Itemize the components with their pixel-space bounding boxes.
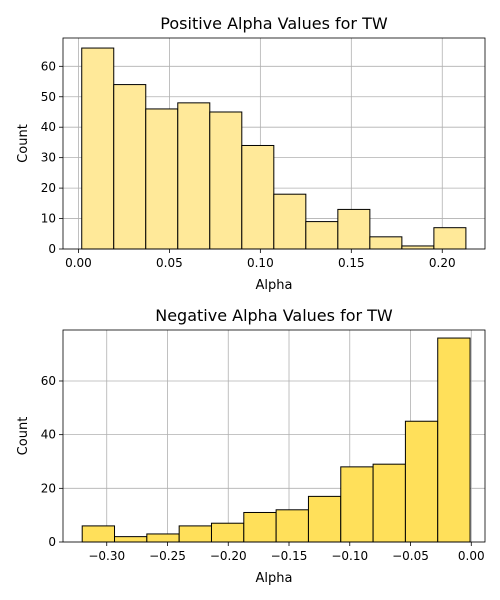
x-tick-label: 0.10: [247, 256, 274, 270]
histogram-bar: [305, 221, 339, 250]
y-tick-label: 40: [41, 120, 56, 134]
x-tick-label: −0.20: [210, 549, 247, 563]
histogram-bar: [209, 111, 243, 250]
x-tick-label: −0.25: [149, 549, 186, 563]
y-tick-label: 10: [41, 212, 56, 226]
histogram-bar: [145, 108, 179, 250]
histogram-bar: [81, 47, 115, 250]
chart-title: Negative Alpha Values for TW: [155, 306, 393, 325]
histogram-bar: [241, 144, 275, 250]
histogram-bar: [273, 193, 307, 250]
histogram-bar: [340, 466, 374, 543]
y-tick-label: 0: [48, 242, 56, 256]
x-tick-label: 0.00: [65, 256, 92, 270]
positive-alpha-chart: 0.00 0.05 0.10 0.15 0.20 0 10 20 30 40 50 60 Positiv…: [16, 14, 486, 293]
plot-frame: [62, 329, 486, 543]
y-tick-label: 20: [41, 481, 56, 495]
x-tick-label: −0.15: [271, 549, 308, 563]
negative-alpha-chart: −0.30 −0.25 −0.20 −0.15 −0.10 −0.05 0.00 0 20 40 6…: [16, 306, 486, 586]
x-tick-label: 0.15: [338, 256, 365, 270]
x-tick-label: 0.20: [429, 256, 456, 270]
histogram-bar: [401, 245, 435, 250]
x-tick-label: 0.05: [156, 256, 183, 270]
x-axis-label: Alpha: [256, 571, 293, 586]
histogram-bar: [114, 536, 148, 543]
y-tick-label: 40: [41, 428, 56, 442]
histogram-bar: [404, 420, 439, 543]
histogram-bar: [81, 525, 116, 543]
plot-frame: [62, 37, 486, 250]
y-axis-label: Count: [16, 417, 31, 456]
y-tick-label: 60: [41, 374, 56, 388]
histogram-bar: [372, 463, 406, 543]
x-axis-label: Alpha: [256, 278, 293, 293]
histogram-bar: [437, 337, 471, 543]
histogram-bar: [210, 522, 245, 543]
histogram-bar: [275, 509, 309, 543]
y-tick-label: 0: [48, 535, 56, 549]
y-tick-label: 50: [41, 90, 56, 104]
y-tick-label: 30: [41, 151, 56, 165]
y-tick-label: 60: [41, 59, 56, 73]
y-axis-label: Count: [16, 124, 31, 163]
histogram-bar: [337, 208, 371, 250]
histogram-bar: [369, 236, 403, 250]
x-tick-label: −0.30: [88, 549, 125, 563]
histogram-bar: [433, 227, 467, 250]
chart-title: Positive Alpha Values for TW: [160, 14, 388, 33]
histogram-bar: [113, 84, 147, 250]
x-tick-label: 0.00: [458, 549, 485, 563]
histogram-bar: [307, 495, 342, 543]
y-tick-label: 20: [41, 181, 56, 195]
histogram-bar: [178, 525, 212, 543]
histogram-bar: [243, 511, 277, 543]
histogram-bar: [146, 533, 180, 543]
x-tick-label: −0.05: [392, 549, 429, 563]
x-tick-label: −0.10: [331, 549, 368, 563]
histogram-bar: [177, 102, 211, 250]
